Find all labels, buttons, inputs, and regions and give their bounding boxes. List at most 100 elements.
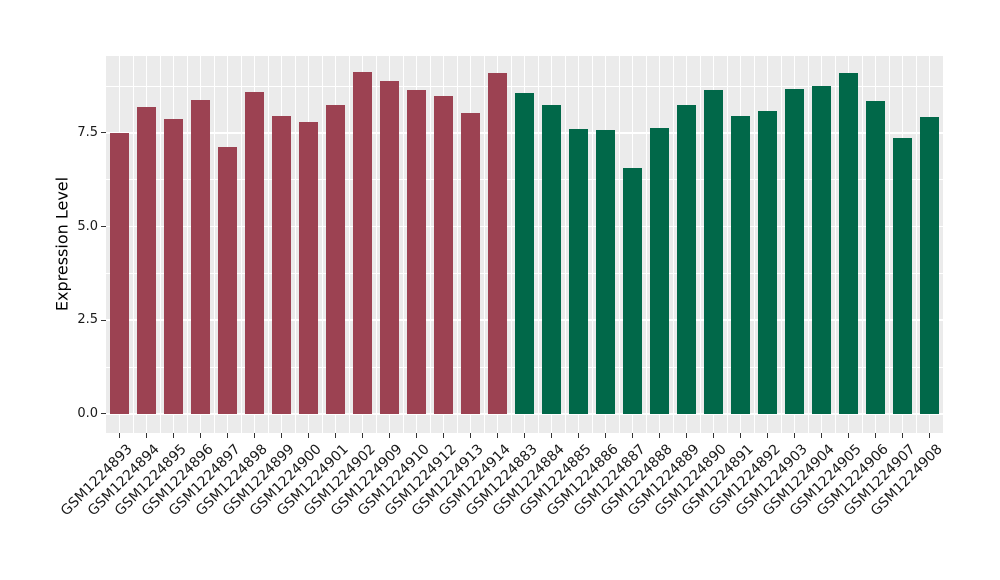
gridline-minor-vertical (537, 56, 539, 433)
x-axis-tick (551, 433, 552, 438)
gridline-minor-vertical (834, 56, 836, 433)
gridline-minor-vertical (402, 56, 404, 433)
x-axis-tick (146, 433, 147, 438)
y-axis-title: Expression Level (52, 176, 72, 312)
bar-GSM1224909 (379, 81, 400, 414)
bar-GSM1224892 (757, 111, 778, 414)
x-axis-tick (821, 433, 822, 438)
x-axis-tick (389, 433, 390, 438)
bar-GSM1224913 (460, 113, 481, 414)
x-axis-tick (659, 433, 660, 438)
bar-GSM1224893 (109, 132, 130, 414)
bar-GSM1224883 (514, 93, 535, 414)
gridline-minor-vertical (699, 56, 701, 433)
bar-GSM1224899 (271, 115, 292, 414)
y-axis-tick (101, 319, 106, 321)
gridline-minor-vertical (564, 56, 566, 433)
y-axis-tick (101, 132, 106, 134)
bar-GSM1224885 (568, 129, 589, 414)
gridline-minor-vertical (726, 56, 728, 433)
bar-GSM1224902 (352, 72, 373, 414)
gridline-minor-vertical (618, 56, 620, 433)
x-axis-tick (524, 433, 525, 438)
gridline-minor-vertical (915, 56, 917, 433)
x-axis-tick (254, 433, 255, 438)
bar-GSM1224900 (298, 121, 319, 414)
bar-GSM1224898 (244, 92, 265, 414)
x-axis-tick (416, 433, 417, 438)
gridline-minor-vertical (267, 56, 269, 433)
x-axis-tick (686, 433, 687, 438)
x-axis-tick (227, 433, 228, 438)
gridline-minor-vertical (456, 56, 458, 433)
y-axis-tick (101, 226, 106, 227)
x-axis-tick (200, 433, 201, 438)
x-axis-tick (767, 433, 768, 438)
gridline-minor-vertical (213, 56, 215, 433)
plot-panel (106, 56, 943, 433)
x-axis-tick (308, 433, 309, 438)
bar-GSM1224907 (892, 138, 913, 414)
x-axis-tick (281, 433, 282, 438)
bar-GSM1224897 (217, 147, 238, 414)
bar-GSM1224889 (676, 105, 697, 414)
gridline-minor-vertical (780, 56, 782, 433)
y-axis-tick-label: 5.0 (77, 218, 98, 234)
x-axis-tick (335, 433, 336, 438)
bar-GSM1224888 (649, 127, 670, 414)
bar-GSM1224894 (136, 106, 157, 414)
gridline-minor-vertical (321, 56, 323, 433)
gridline-minor-vertical (591, 56, 593, 433)
x-axis-tick (794, 433, 795, 438)
bar-GSM1224906 (865, 100, 886, 414)
bar-GSM1224903 (784, 88, 805, 414)
bar-GSM1224901 (325, 105, 346, 414)
bar-GSM1224905 (838, 73, 859, 414)
x-axis-tick (578, 433, 579, 438)
bar-GSM1224912 (433, 96, 454, 414)
x-axis-tick (497, 433, 498, 438)
x-axis-tick (605, 433, 606, 438)
x-axis-tick (632, 433, 633, 438)
gridline-minor-vertical (861, 56, 863, 433)
gridline-minor-vertical (375, 56, 377, 433)
gridline-minor-vertical (483, 56, 485, 433)
x-axis-tick (713, 433, 714, 438)
bar-GSM1224884 (541, 105, 562, 414)
gridline-minor-vertical (159, 56, 161, 433)
bar-GSM1224890 (703, 89, 724, 414)
gridline-minor-vertical (645, 56, 647, 433)
bar-GSM1224891 (730, 115, 751, 414)
x-axis-tick (443, 433, 444, 438)
gridline-minor-vertical (888, 56, 890, 433)
gridline-minor-vertical (672, 56, 674, 433)
bar-GSM1224908 (919, 116, 940, 414)
x-axis-tick (362, 433, 363, 438)
x-axis-tick (929, 433, 930, 438)
bar-GSM1224896 (190, 99, 211, 414)
y-axis-tick-label: 0.0 (77, 405, 98, 421)
x-axis-tick (875, 433, 876, 438)
gridline-minor-vertical (294, 56, 296, 433)
y-axis-tick-label: 7.5 (77, 124, 98, 140)
gridline-minor-vertical (753, 56, 755, 433)
y-axis-tick (101, 413, 106, 415)
bar-GSM1224887 (622, 168, 643, 414)
gridline-minor-vertical (510, 56, 512, 433)
bar-GSM1224895 (163, 118, 184, 414)
x-axis-tick (119, 433, 120, 438)
x-axis-tick (740, 433, 741, 438)
gridline-minor-vertical (807, 56, 809, 433)
x-axis-tick (902, 433, 903, 438)
bar-GSM1224910 (406, 90, 427, 414)
gridline-minor-vertical (348, 56, 350, 433)
x-axis-tick (470, 433, 471, 438)
x-axis-tick (848, 433, 849, 438)
bar-GSM1224886 (595, 130, 616, 414)
gridline-minor-vertical (429, 56, 431, 433)
gridline-minor-vertical (132, 56, 134, 433)
gridline-minor-vertical (240, 56, 242, 433)
bar-GSM1224914 (487, 73, 508, 414)
x-axis-tick (173, 433, 174, 438)
